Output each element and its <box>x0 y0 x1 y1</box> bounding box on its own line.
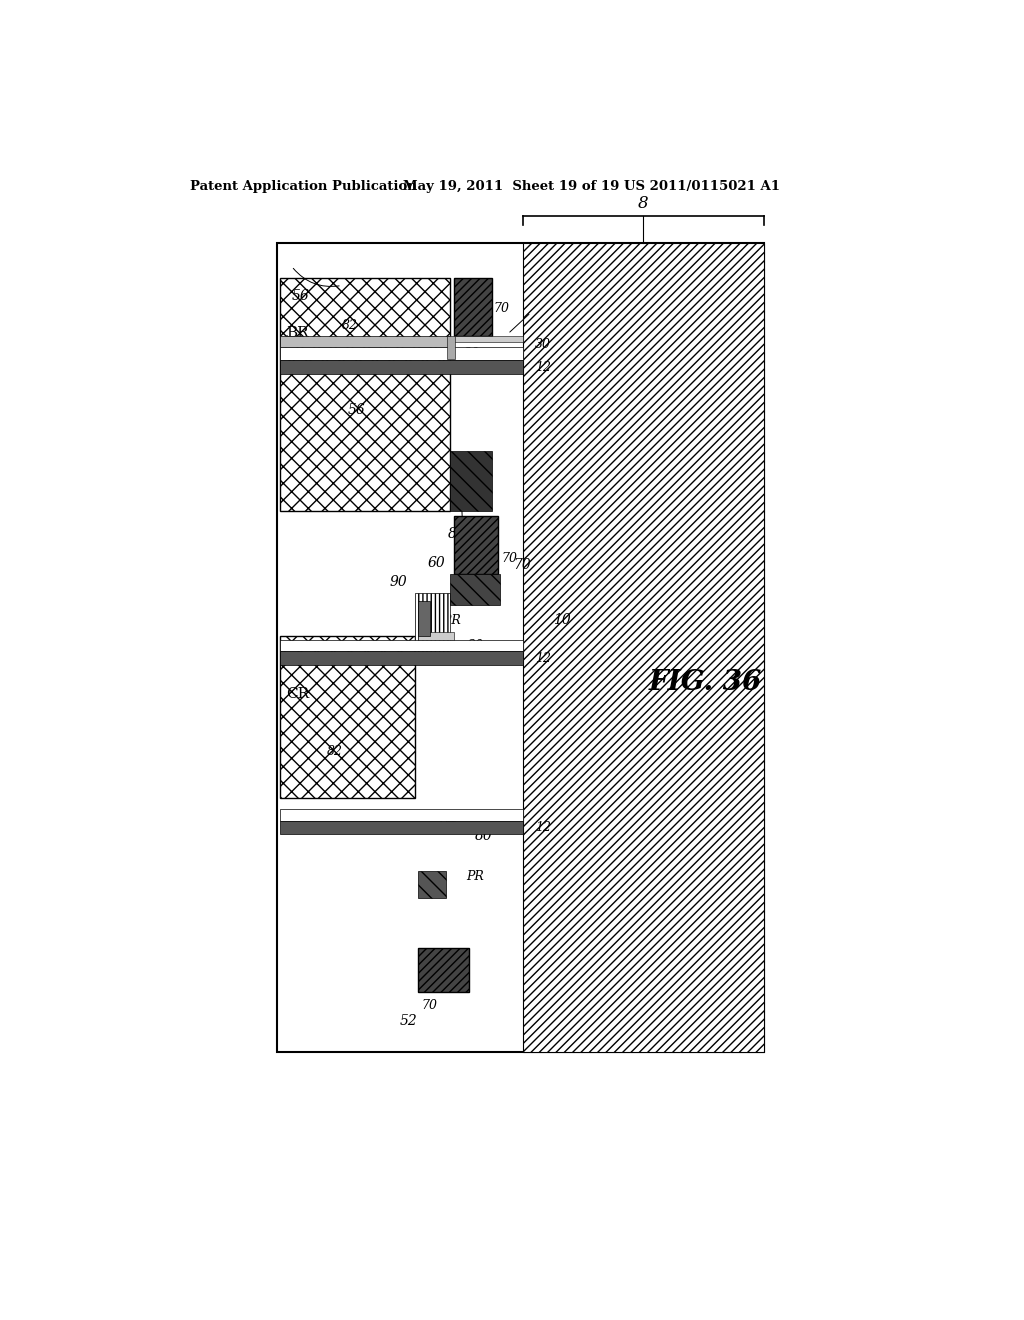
Text: 56: 56 <box>292 289 309 304</box>
Text: 60: 60 <box>428 556 445 570</box>
Text: CR: CR <box>286 686 309 701</box>
Text: 52: 52 <box>399 1014 417 1028</box>
Text: BR: BR <box>286 326 308 339</box>
Bar <box>280 277 450 511</box>
Text: US 2011/0115021 A1: US 2011/0115021 A1 <box>624 181 780 194</box>
Bar <box>415 594 450 659</box>
Text: 70: 70 <box>422 999 437 1012</box>
Text: 80: 80 <box>478 543 496 557</box>
Text: FIG. 36: FIG. 36 <box>649 668 762 696</box>
Text: 82: 82 <box>327 744 342 758</box>
Text: 12: 12 <box>535 821 551 834</box>
Text: PR: PR <box>467 870 484 883</box>
Text: 90: 90 <box>389 576 407 589</box>
Text: 12: 12 <box>535 360 551 374</box>
Bar <box>450 451 493 511</box>
Text: 84: 84 <box>447 527 465 541</box>
Bar <box>454 277 493 335</box>
Text: 30PR: 30PR <box>428 614 462 627</box>
Text: 12: 12 <box>535 652 551 665</box>
Bar <box>280 636 415 797</box>
Bar <box>418 871 445 898</box>
Text: 84: 84 <box>439 813 458 828</box>
Bar <box>418 601 430 636</box>
Bar <box>418 632 454 640</box>
Bar <box>276 243 764 1052</box>
Bar <box>447 335 455 359</box>
Text: 70: 70 <box>502 552 517 565</box>
Bar <box>523 243 764 1052</box>
Text: May 19, 2011  Sheet 19 of 19: May 19, 2011 Sheet 19 of 19 <box>403 181 620 194</box>
Bar <box>280 360 523 374</box>
Bar <box>454 516 499 574</box>
Text: 30: 30 <box>535 338 551 351</box>
Text: 70: 70 <box>458 281 473 294</box>
Text: 20: 20 <box>467 639 483 652</box>
Text: 56: 56 <box>348 403 366 417</box>
Text: 8: 8 <box>638 194 648 211</box>
Bar <box>280 347 523 360</box>
Text: 10: 10 <box>553 614 570 627</box>
Text: 80: 80 <box>474 829 493 843</box>
Bar <box>280 640 523 651</box>
Bar <box>280 335 450 347</box>
Bar <box>280 821 523 834</box>
Text: 20: 20 <box>463 347 479 360</box>
Bar <box>450 574 500 605</box>
Text: 70: 70 <box>513 558 530 572</box>
Text: Patent Application Publication: Patent Application Publication <box>190 181 417 194</box>
Bar <box>418 948 469 991</box>
Text: 82: 82 <box>342 318 358 331</box>
Bar <box>280 651 523 665</box>
Bar <box>454 335 523 342</box>
Text: 70: 70 <box>494 302 510 315</box>
Bar <box>280 809 523 821</box>
